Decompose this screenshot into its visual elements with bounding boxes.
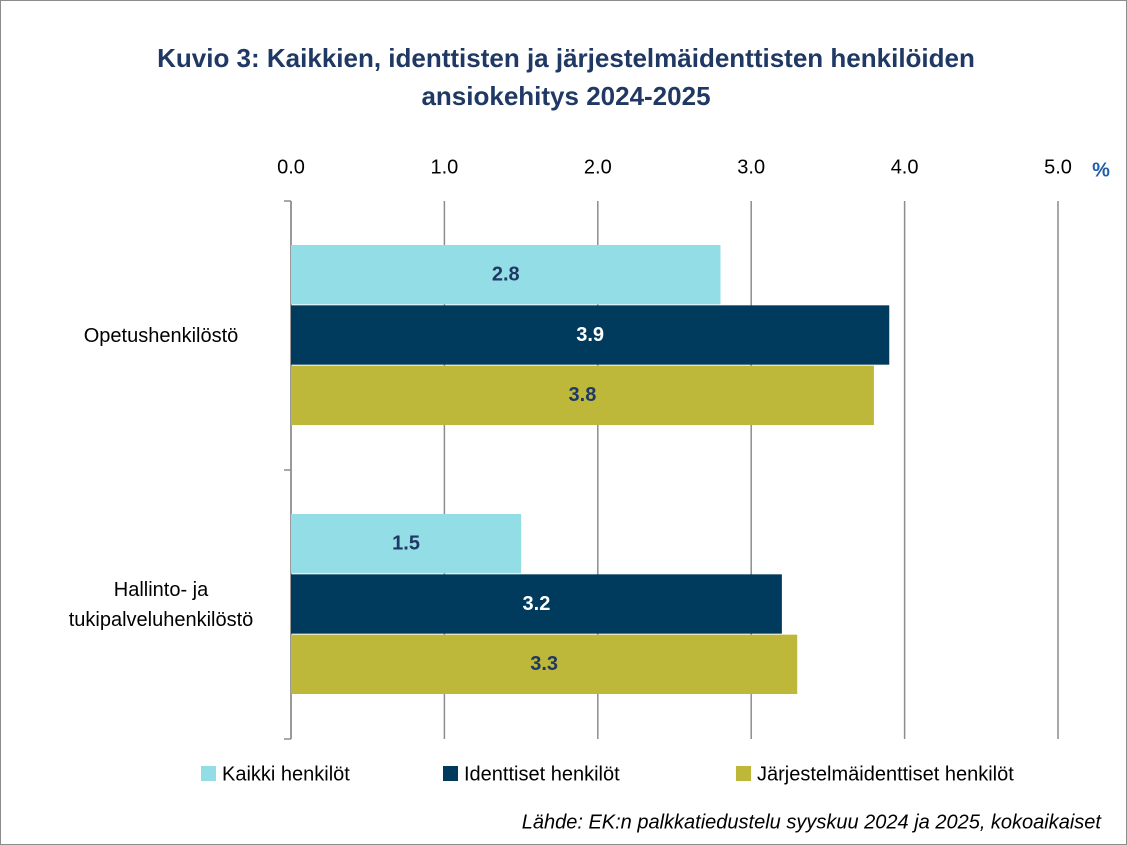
data-label: 1.5 xyxy=(392,532,420,554)
bar xyxy=(291,245,721,305)
x-tick-label: 3.0 xyxy=(737,156,765,178)
bar xyxy=(291,365,874,425)
x-tick-label: 5.0 xyxy=(1044,156,1072,178)
chart-title: Kuvio 3: Kaikkien, identtisten ja järjes… xyxy=(157,43,975,111)
legend-swatch xyxy=(736,766,751,781)
x-unit: % xyxy=(1092,159,1110,181)
legend-label: Kaikki henkilöt xyxy=(222,763,350,785)
y-tick-label: Opetushenkilöstö xyxy=(83,324,239,347)
data-label: 3.2 xyxy=(523,593,551,615)
x-tick-label: 0.0 xyxy=(277,156,305,178)
data-label: 3.9 xyxy=(576,324,604,346)
y-tick-label: Hallinto- ja tukipalveluhenkilöstö xyxy=(68,578,254,631)
data-label: 3.3 xyxy=(530,653,558,675)
legend-swatch xyxy=(201,766,216,781)
legend-swatch xyxy=(443,766,458,781)
source-note: Lähde: EK:n palkkatiedustelu syyskuu 202… xyxy=(522,811,1103,833)
bar xyxy=(291,574,782,634)
data-label: 2.8 xyxy=(492,263,520,285)
bar xyxy=(291,634,798,694)
x-tick-label: 4.0 xyxy=(891,156,919,178)
bar xyxy=(291,305,890,365)
legend-label: Identtiset henkilöt xyxy=(464,763,620,785)
x-tick-label: 2.0 xyxy=(584,156,612,178)
legend-label: Järjestelmäidenttiset henkilöt xyxy=(757,763,1014,785)
bar xyxy=(291,514,522,574)
data-label: 3.8 xyxy=(569,384,597,406)
x-tick-label: 1.0 xyxy=(430,156,458,178)
